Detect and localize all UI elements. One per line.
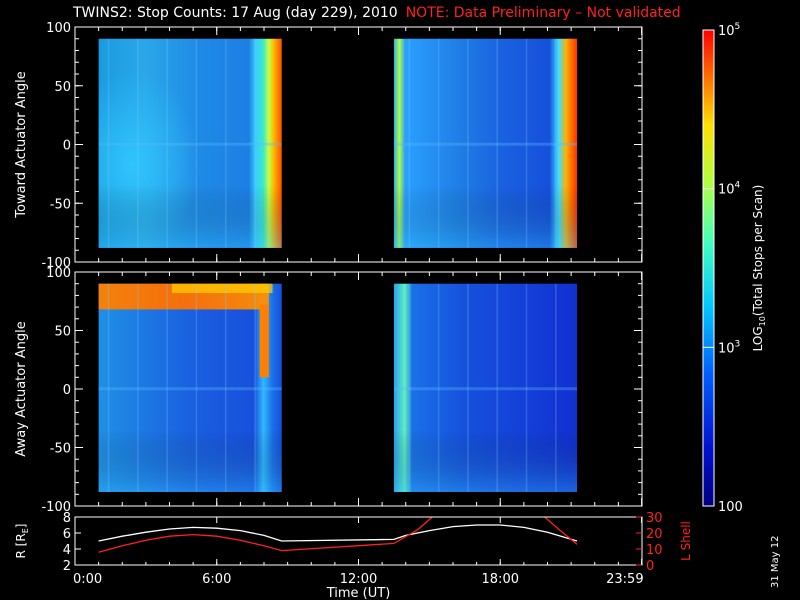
- streak: [195, 283, 198, 492]
- colorbar-tick-label: 103: [718, 339, 740, 356]
- streak: [467, 38, 469, 248]
- y-tick-label: -50: [50, 197, 71, 212]
- toward-panel: -100 -50 0 50 100 Toward Actuator Angle: [14, 21, 643, 271]
- zero-stripe: [393, 387, 578, 391]
- r-tick-label: 2: [63, 559, 71, 574]
- streak: [254, 283, 256, 492]
- streak: [107, 38, 110, 248]
- zero-stripe: [393, 142, 578, 146]
- y-tick-label: -100: [41, 500, 71, 515]
- streak: [137, 38, 139, 248]
- r-tick-label: 4: [63, 543, 71, 558]
- heatmap-block-2: [393, 283, 578, 492]
- zero-stripe: [98, 387, 282, 391]
- streak: [408, 38, 411, 248]
- streak: [107, 283, 110, 492]
- streak: [254, 38, 256, 248]
- colorbar-tick-label: 105: [718, 22, 740, 39]
- title-text: TWINS2: Stop Counts: 17 Aug (day 229), 2…: [73, 5, 398, 21]
- heatmap-shade: [393, 38, 578, 248]
- lshell-tick-label: 20: [646, 527, 663, 542]
- x-tick-label: 23:59: [606, 572, 643, 587]
- r-series-line: [98, 524, 578, 542]
- streak: [496, 38, 498, 248]
- colorbar-tick-label: 100: [718, 500, 743, 515]
- r-axis-label: R [RE]: [14, 524, 30, 559]
- heatmap-band-drop: [259, 304, 269, 378]
- y-axis-label: Toward Actuator Angle: [14, 71, 29, 218]
- streak: [437, 38, 440, 248]
- streak: [166, 283, 168, 492]
- y-tick-label: 0: [63, 139, 71, 154]
- heatmap-shade: [98, 283, 282, 492]
- y-tick-label: -50: [50, 442, 71, 457]
- colorbar-label: LOG10(Total Stops per Scan): [751, 185, 767, 352]
- x-axis-label: Time (UT): [326, 586, 391, 600]
- streak: [137, 283, 139, 492]
- y-axis-label: Away Actuator Angle: [14, 321, 29, 456]
- streak: [166, 38, 168, 248]
- preliminary-note: NOTE: Data Preliminary – Not validated: [405, 5, 681, 21]
- streak: [555, 283, 557, 492]
- y-tick-label: 100: [46, 21, 71, 36]
- colorbar-tick-label: 104: [718, 181, 741, 198]
- lshell-tick-label: 30: [646, 511, 663, 526]
- streak: [525, 38, 528, 248]
- y-tick-label: 100: [46, 266, 71, 281]
- heatmap-shade: [393, 283, 578, 492]
- r-tick-label: 8: [63, 511, 71, 526]
- y-tick-label: -100: [41, 256, 71, 271]
- chart-title: TWINS2: Stop Counts: 17 Aug (day 229), 2…: [73, 5, 773, 25]
- orbit-frame: [74, 516, 643, 566]
- lshell-tick-label: 0: [646, 559, 654, 574]
- x-tick-label: 6:00: [202, 572, 231, 587]
- streak: [224, 283, 227, 492]
- heatmap-block-2: [393, 38, 578, 248]
- heatmap-shade: [98, 38, 282, 248]
- lshell-series-line: [98, 517, 578, 553]
- streak: [195, 38, 198, 248]
- streak: [437, 283, 440, 492]
- colorbar: 100 103 104 105 LOG10(Total Stops per Scan): [702, 22, 767, 515]
- x-tick-label: 18:00: [482, 572, 519, 587]
- away-panel: -100 -50 0 50 100 Away Actuator Angle: [14, 266, 643, 515]
- y-tick-label: 50: [54, 80, 71, 95]
- colorbar-gradient: [702, 29, 715, 507]
- lshell-axis-label: L Shell: [679, 521, 693, 561]
- x-tick-label: 0:00: [73, 572, 102, 587]
- date-stamp: 31 May 12: [770, 535, 781, 588]
- x-tick-label: 12:00: [340, 572, 377, 587]
- zero-stripe: [98, 142, 282, 146]
- r-tick-label: 6: [63, 527, 71, 542]
- streak: [555, 38, 557, 248]
- heatmap-band-top: [171, 283, 273, 294]
- streak: [408, 283, 411, 492]
- streak: [224, 38, 227, 248]
- heatmap-block-1: [98, 38, 282, 248]
- y-tick-label: 50: [54, 325, 71, 340]
- streak: [525, 283, 528, 492]
- heatmap-block-1: [98, 283, 282, 492]
- y-tick-label: 0: [63, 383, 71, 398]
- streak: [496, 283, 498, 492]
- streak: [467, 283, 469, 492]
- lshell-tick-label: 10: [646, 543, 663, 558]
